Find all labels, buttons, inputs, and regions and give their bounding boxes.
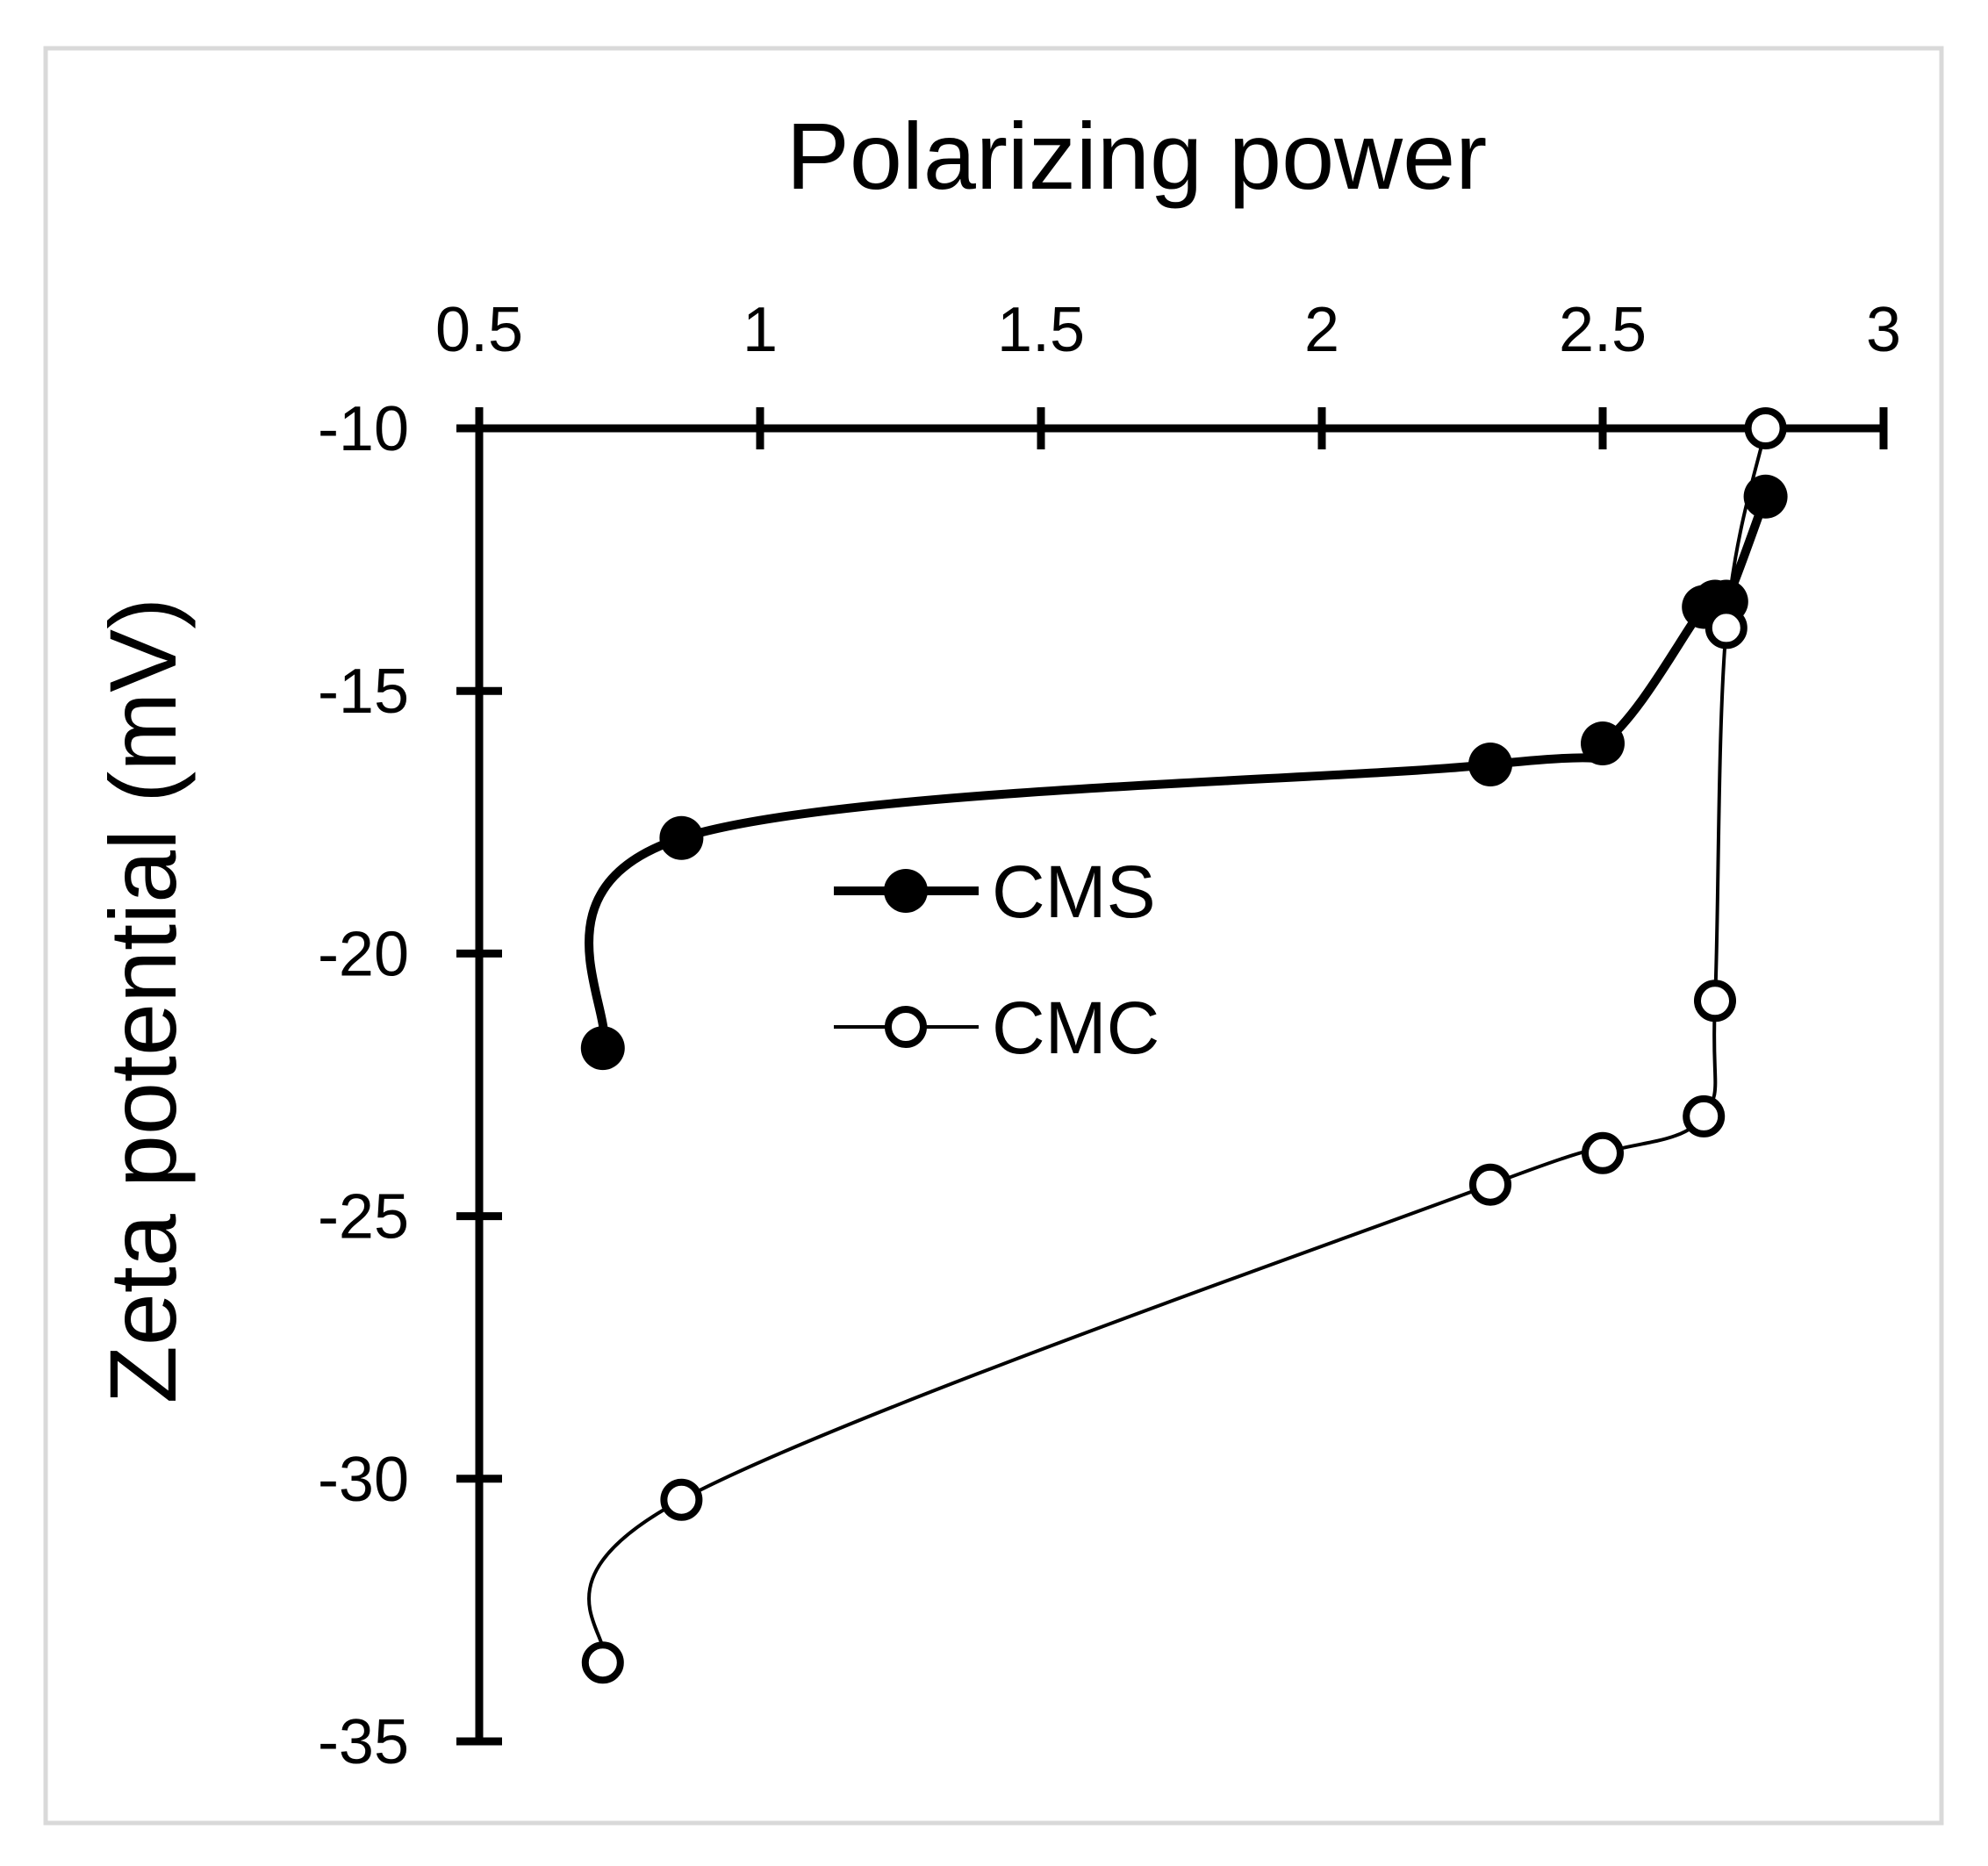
cmc-point — [1582, 1131, 1624, 1174]
axes: 0.5 1 1.5 2 2.5 3 -10 -15 -20 -25 -30 -35 — [318, 295, 1901, 1777]
cms-point — [1468, 742, 1512, 786]
cmc-point — [581, 1641, 624, 1684]
x-tick-label: 1 — [743, 295, 778, 365]
cmc-point — [660, 1478, 703, 1521]
y-tick-label: -35 — [318, 1707, 409, 1777]
y-tick-label: -30 — [318, 1445, 409, 1515]
cms-point — [1743, 474, 1788, 519]
legend-label: CMS — [992, 850, 1156, 933]
cms-point — [580, 1026, 625, 1071]
chart-frame — [43, 46, 1944, 1826]
x-tick-label: 1.5 — [997, 295, 1085, 365]
cmc-point — [1694, 980, 1736, 1023]
legend-label: CMC — [992, 987, 1159, 1069]
legend: CMS CMC — [834, 850, 1159, 1069]
series-cms — [580, 474, 1788, 1071]
cmc-point — [1683, 1094, 1726, 1138]
y-tick-label: -20 — [318, 919, 409, 989]
cmc-point — [1469, 1163, 1511, 1206]
y-tick-label: -25 — [318, 1182, 409, 1252]
x-axis-title: Polarizing power — [786, 103, 1487, 209]
x-tick-label: 0.5 — [435, 295, 523, 365]
x-tick-label: 3 — [1866, 295, 1901, 365]
cms-point — [1581, 721, 1625, 766]
y-axis-title: Zeta potential (mV) — [90, 598, 196, 1403]
series-cmc — [581, 407, 1787, 1684]
y-tick-label: -10 — [318, 394, 409, 464]
cms-point — [659, 815, 704, 860]
legend-swatch-marker — [885, 1006, 927, 1048]
legend-item-cmc: CMC — [834, 987, 1159, 1069]
legend-swatch-marker — [884, 869, 928, 913]
legend-item-cms: CMS — [834, 850, 1156, 933]
x-tick-label: 2.5 — [1559, 295, 1647, 365]
cmc-point — [1744, 407, 1787, 449]
cmc-point — [1705, 606, 1748, 650]
series-layer — [580, 407, 1788, 1684]
y-tick-label: -15 — [318, 657, 409, 727]
x-tick-label: 2 — [1304, 295, 1339, 365]
